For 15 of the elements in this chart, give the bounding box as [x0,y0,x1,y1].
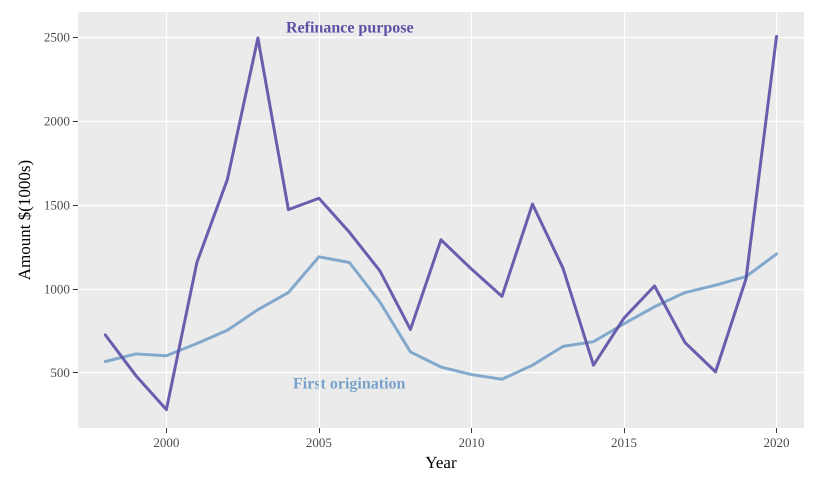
series-label: Refinance purpose [286,20,414,36]
x-tick-label: 2020 [764,435,790,450]
y-tick-label: 1500 [44,197,70,212]
y-axis-title: Amount $(1000s) [15,160,34,280]
y-tick-label: 1000 [44,281,70,296]
y-tick-label: 2000 [44,114,70,129]
x-axis-title: Year [425,453,457,472]
y-tick-label: 500 [50,365,70,380]
line-series [104,34,778,412]
x-tick-label: 2015 [611,435,637,450]
y-tick-label: 2500 [44,30,70,45]
x-tick-label: 2010 [458,435,484,450]
x-tick-label: 2000 [153,435,180,450]
series-label: First origination [293,376,406,392]
x-tick-label: 2005 [306,435,332,450]
